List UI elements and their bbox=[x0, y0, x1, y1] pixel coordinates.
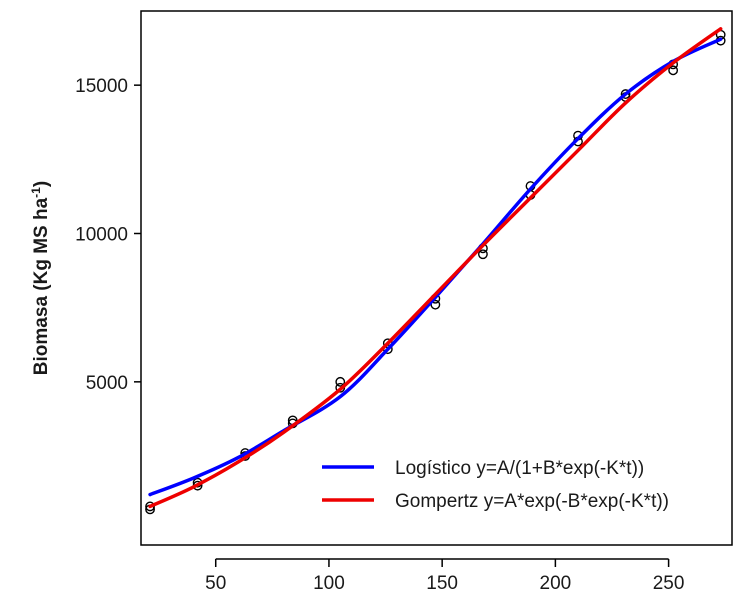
data-point bbox=[335, 376, 346, 387]
y-axis-title: Biomasa (Kg MS ha-1) bbox=[29, 181, 52, 375]
fitted-curves bbox=[148, 27, 723, 509]
data-point bbox=[620, 89, 631, 99]
x-tick-label: 200 bbox=[540, 573, 572, 590]
data-point bbox=[668, 65, 679, 76]
y-axis-title-close: ) bbox=[31, 181, 52, 187]
y-tick-label: 5000 bbox=[86, 373, 128, 394]
logistic-curve bbox=[148, 37, 723, 497]
x-tick-label: 50 bbox=[205, 573, 226, 590]
data-points bbox=[145, 29, 726, 515]
axes: 50 100 150 200 250 5000 10000 15000 bbox=[75, 76, 684, 590]
legend-label-logistic: Logístico y=A/(1+B*exp(-K*t)) bbox=[395, 458, 644, 479]
y-axis-title-superscript: -1 bbox=[29, 187, 43, 198]
plot-frame bbox=[140, 10, 733, 546]
legend-label-gompertz: Gompertz y=A*exp(-B*exp(-K*t)) bbox=[395, 491, 669, 512]
x-tick-label: 100 bbox=[313, 573, 345, 590]
y-tick-label: 15000 bbox=[75, 76, 128, 97]
data-point bbox=[430, 299, 441, 310]
y-axis-title-main: Biomasa (Kg MS ha bbox=[31, 197, 52, 375]
x-tick-label: 150 bbox=[426, 573, 458, 590]
gompertz-curve bbox=[148, 27, 723, 509]
legend: Logístico y=A/(1+B*exp(-K*t)) Gompertz y=… bbox=[322, 458, 669, 512]
x-tick-label: 250 bbox=[653, 573, 685, 590]
data-point bbox=[478, 249, 488, 260]
y-tick-label: 10000 bbox=[75, 225, 128, 246]
